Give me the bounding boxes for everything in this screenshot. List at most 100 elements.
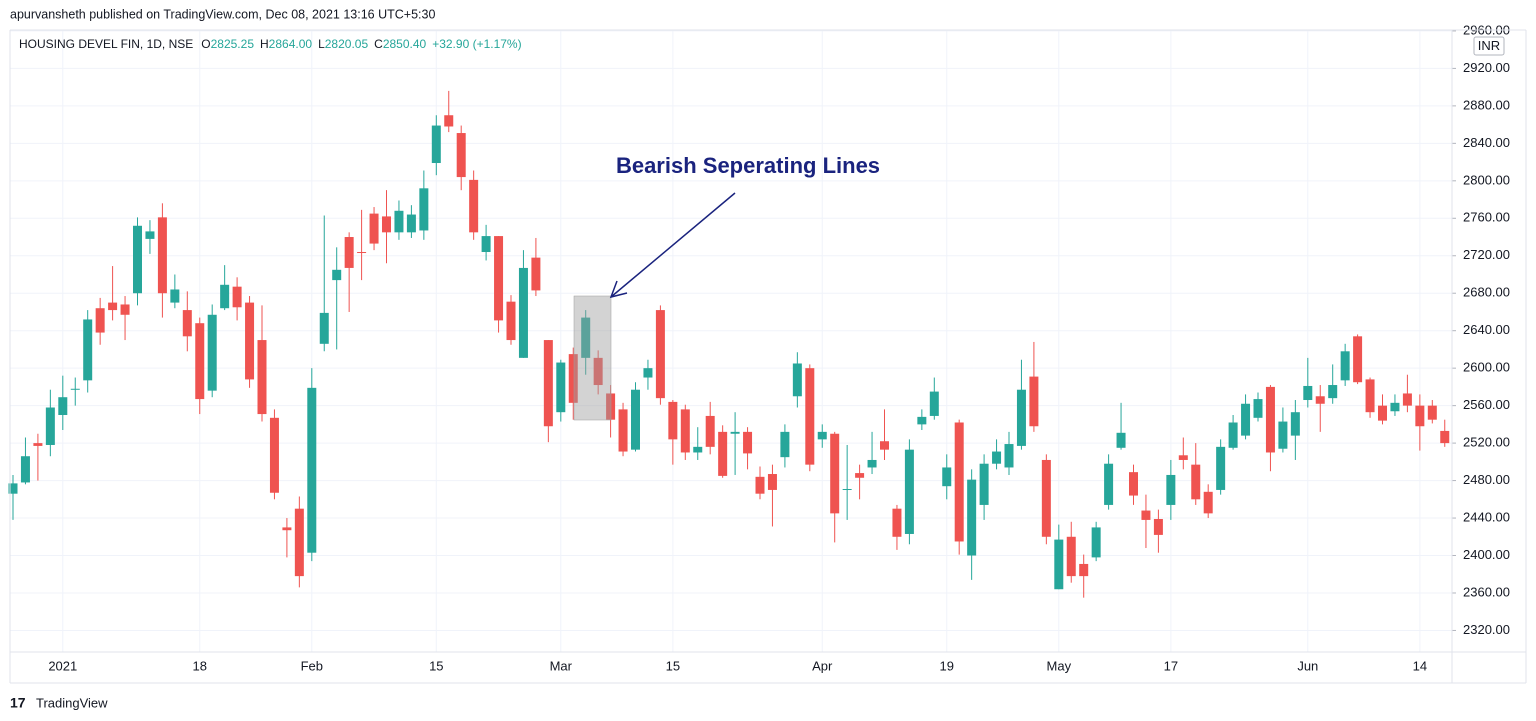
candle-body [718,431,728,476]
candle-body [170,289,180,303]
x-tick-label: 17 [1164,658,1178,673]
candle-body [294,508,304,577]
candle-body [1116,432,1126,448]
candle-body [108,302,118,311]
candle-body [269,417,279,493]
candle-body [133,225,142,294]
candle-body [606,393,616,420]
candle-body [693,446,703,453]
candle-body [954,422,964,542]
candle-body [232,286,242,308]
candle-body [1427,405,1437,420]
candle-body [855,473,865,478]
candle-body [1079,563,1089,577]
grid [10,30,1452,652]
price-axis-bg [1452,30,1526,652]
candle-body [319,312,329,344]
publisher: apurvansheth published on TradingView.co… [10,7,435,21]
candle-body [1390,402,1400,412]
y-tick-label: 2320.00 [1463,622,1510,637]
candle-body [1340,351,1350,381]
candle-body [95,308,105,333]
candle-body [1066,536,1076,577]
candle-body [45,407,55,445]
candle-body [518,267,528,358]
candle-body [1278,421,1288,449]
y-tick-label: 2480.00 [1463,472,1510,487]
candle-body [195,323,205,400]
candle-body [531,257,541,291]
candle-body [1228,422,1238,448]
ohlc-key: C [374,37,383,51]
candle-body [157,217,167,294]
candle-body [979,463,989,505]
candle-body [892,508,902,537]
x-tick-label: 18 [193,658,207,673]
time-axis-bg [10,652,1526,683]
annotation-arrowhead [609,280,628,299]
candle-body [1016,389,1026,446]
candle-body [830,433,840,514]
candles [8,90,1450,598]
candle-body [543,340,553,427]
candle-body [1141,510,1151,520]
candle-body [120,304,130,315]
candle-body [207,314,217,391]
y-tick-label: 2400.00 [1463,547,1510,562]
annotation-arrow [610,192,736,298]
candle-body [581,317,591,358]
candle-body [805,368,815,465]
candle-body [357,252,367,254]
candle-body [382,216,391,233]
x-tick-label: 14 [1413,658,1427,673]
candle-body [929,391,939,416]
candle-body [494,236,504,321]
highlight-box [573,295,612,421]
candle-body [992,451,1002,464]
candle-body [1153,518,1163,535]
candle-body [1041,459,1051,537]
y-tick-label: 2720.00 [1463,247,1510,262]
candle-body [444,115,454,127]
candle-body [1241,403,1251,436]
ohlc-key: H [260,37,269,51]
candle-body [631,389,640,450]
candle-body [643,368,653,378]
symbol: HOUSING DEVEL FIN, 1D, NSE [19,37,193,51]
candle-body [1191,464,1201,500]
candle-body [655,310,665,399]
y-tick-label: 2800.00 [1463,172,1510,187]
x-tick-label: 2021 [48,658,77,673]
x-tick-label: 15 [666,658,680,673]
ohlc-value: 2820.05 [325,37,369,51]
candle-body [431,125,441,164]
candle-body [220,284,230,309]
candle-body [1353,336,1363,383]
candle-body [767,474,777,490]
y-tick-label: 2640.00 [1463,322,1510,337]
y-tick-label: 2760.00 [1463,210,1510,225]
candle-body [1315,396,1325,404]
candle-body [668,401,678,440]
candle-body [755,476,765,494]
brand-logo: 17 [10,695,26,711]
candle-body [1415,405,1425,427]
candle-body [705,415,715,447]
candle-body [730,431,740,434]
candle-body [1203,491,1213,514]
candle-body [1253,399,1263,418]
candle-body [1303,385,1313,401]
candle-body [83,319,93,381]
candle-body [942,467,952,487]
candle-body [1265,386,1275,453]
candle-body [780,431,790,458]
candle-body [904,449,914,534]
candle-body [556,362,566,413]
candle-body [344,237,354,268]
y-tick-label: 2920.00 [1463,60,1510,75]
y-tick-label: 2680.00 [1463,285,1510,300]
candle-body [1166,474,1176,505]
